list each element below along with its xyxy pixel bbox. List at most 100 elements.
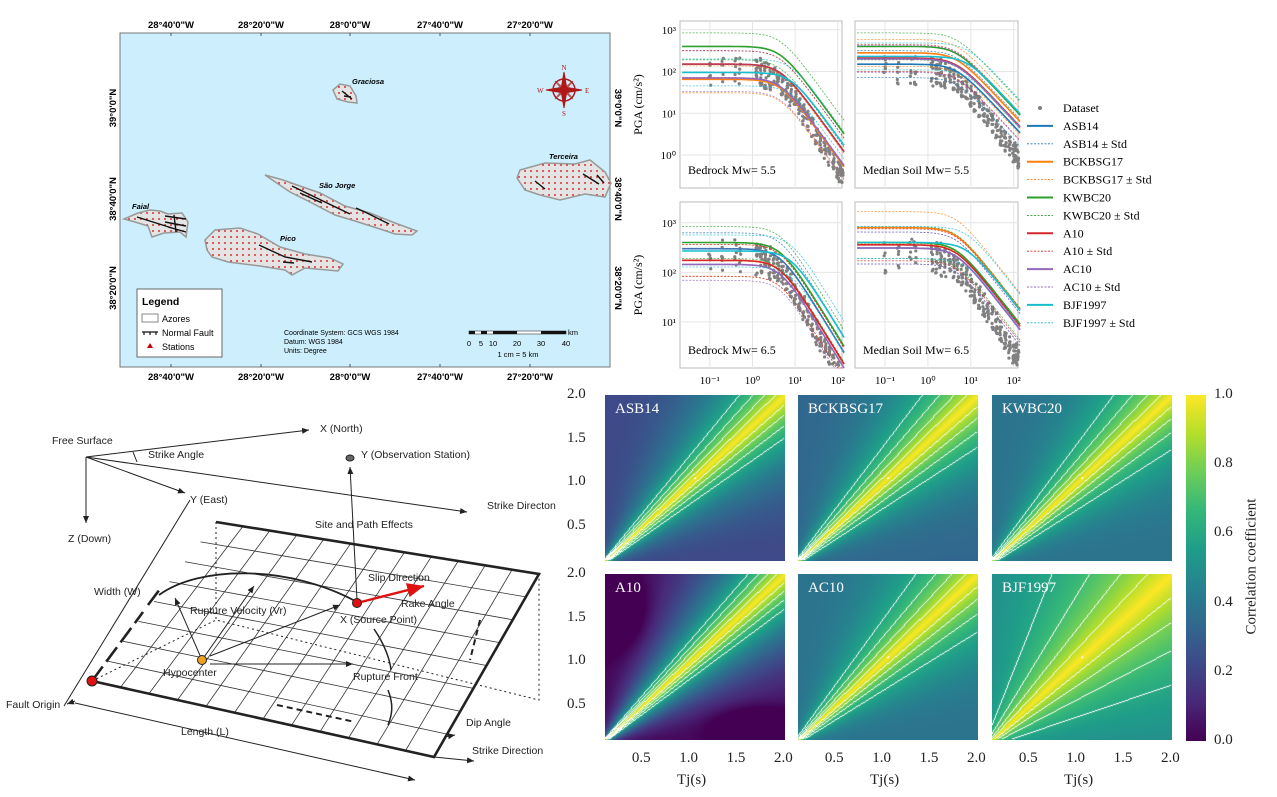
dataset-point bbox=[982, 312, 987, 316]
strike-direction-axis bbox=[85, 456, 468, 514]
longitude-label: 28°20'0"W bbox=[238, 372, 284, 383]
dataset-point bbox=[969, 97, 973, 101]
dataset-point bbox=[982, 119, 986, 123]
dataset-point bbox=[815, 133, 819, 137]
dataset-point bbox=[959, 93, 963, 97]
dataset-point bbox=[737, 82, 741, 86]
dataset-point bbox=[968, 294, 972, 298]
dataset-point bbox=[758, 67, 762, 71]
dataset-point bbox=[781, 78, 785, 83]
dataset-point bbox=[978, 299, 982, 303]
dataset-point bbox=[824, 147, 828, 151]
dataset-point bbox=[968, 289, 972, 293]
dataset-point bbox=[1015, 363, 1019, 367]
island-label: Graciosa bbox=[352, 77, 384, 86]
legend-entry: BJF1997 ± Std bbox=[1063, 316, 1135, 330]
dataset-point bbox=[883, 271, 887, 275]
x-axis-label: Tj(s) bbox=[1064, 772, 1094, 788]
dataset-point bbox=[929, 79, 933, 83]
label-strike-angle: Strike Angle bbox=[148, 449, 204, 461]
dataset-point bbox=[760, 271, 764, 275]
dataset-point bbox=[797, 305, 801, 309]
y-tick-label: 10¹ bbox=[662, 317, 676, 329]
dataset-point bbox=[760, 81, 764, 86]
pga-attenuation-charts: Bedrock Mw= 5.5 10³ 10² 10¹ 10⁰ PGA (cm/s²) Me… bbox=[631, 20, 1022, 387]
dataset-point bbox=[789, 87, 794, 92]
dataset-point bbox=[772, 274, 776, 279]
dataset-point bbox=[818, 143, 822, 147]
dataset-point bbox=[772, 257, 776, 261]
latitude-label: 38°40'0"N bbox=[612, 177, 623, 221]
x-north-axis bbox=[85, 427, 310, 458]
colorbar-tick-label: 0.6 bbox=[1214, 524, 1233, 541]
pga-panel: Bedrock Mw= 6.5 bbox=[679, 201, 845, 369]
dataset-point bbox=[739, 252, 743, 256]
dataset-point bbox=[720, 238, 725, 242]
y-tick-label: 2.0 bbox=[567, 386, 586, 402]
median-curve-kwbc20 bbox=[682, 45, 845, 135]
std-curve-kwbc20 bbox=[682, 226, 845, 331]
heatmap-title: A10 bbox=[615, 580, 641, 596]
dataset-point bbox=[1011, 361, 1015, 365]
dataset-point bbox=[763, 83, 767, 87]
dataset-point bbox=[968, 102, 972, 106]
compass-w: W bbox=[537, 87, 544, 95]
coordinate-info: Units: Degree bbox=[284, 348, 327, 355]
dataset-point bbox=[972, 293, 976, 298]
x-tick-label: 1.0 bbox=[1066, 750, 1085, 766]
dataset-point bbox=[755, 75, 759, 79]
dataset-point bbox=[818, 336, 823, 340]
map-legend: Legend Azores Normal Fault Stations bbox=[136, 288, 223, 358]
dataset-point bbox=[764, 76, 768, 80]
y-tick-label: 10⁰ bbox=[661, 150, 677, 162]
heatmap-title: AC10 bbox=[808, 580, 844, 596]
dataset-point bbox=[972, 290, 977, 294]
x-tick-label: 10¹ bbox=[964, 375, 978, 387]
compass-n: N bbox=[561, 64, 566, 72]
std-curve-asb14 bbox=[857, 50, 1021, 120]
dataset-point bbox=[777, 277, 781, 281]
legend-item: Azores bbox=[162, 314, 191, 324]
heatmap-bckbsg17 bbox=[798, 395, 978, 561]
colorbar-tick-label: 0.0 bbox=[1214, 732, 1233, 748]
dataset-point bbox=[755, 66, 759, 70]
dataset-point bbox=[733, 238, 737, 242]
legend-entry: KWBC20 ± Std bbox=[1063, 208, 1140, 222]
dataset-point bbox=[824, 342, 828, 346]
site-path-arrow bbox=[347, 466, 358, 601]
label-dip-angle: Dip Angle bbox=[466, 717, 511, 729]
dataset-point bbox=[836, 176, 841, 180]
dataset-point bbox=[758, 246, 762, 250]
fault-grid-line bbox=[153, 601, 487, 666]
dataset-point bbox=[929, 250, 933, 255]
dataset-point bbox=[1008, 335, 1012, 339]
rupture-front-line bbox=[373, 628, 392, 671]
dataset-point bbox=[939, 70, 944, 74]
pga-panel: Median Soil Mw= 5.5 bbox=[854, 20, 1021, 189]
dataset-point bbox=[995, 332, 999, 336]
dataset-point bbox=[1008, 146, 1012, 151]
dataset-point bbox=[785, 81, 790, 86]
dataset-point bbox=[964, 90, 968, 94]
dataset-point bbox=[1011, 343, 1015, 347]
dataset-point bbox=[986, 118, 990, 122]
dataset-point bbox=[981, 301, 985, 305]
dataset-point bbox=[964, 96, 968, 100]
dataset-point bbox=[995, 129, 1000, 133]
scale-unit: km bbox=[568, 328, 578, 337]
dataset-point bbox=[721, 80, 725, 84]
dataset-point bbox=[943, 257, 947, 261]
dataset-point bbox=[985, 121, 989, 125]
dataset-point bbox=[819, 150, 823, 154]
legend-entry: AC10 bbox=[1063, 262, 1092, 276]
dataset-point bbox=[797, 111, 801, 116]
dataset-point bbox=[839, 164, 843, 168]
dataset-point bbox=[982, 307, 986, 312]
dataset-point bbox=[908, 74, 912, 78]
dataset-point bbox=[775, 257, 779, 262]
x-tick-label: 10² bbox=[831, 375, 846, 387]
dataset-point bbox=[999, 125, 1003, 129]
std-curve-ac10 bbox=[682, 248, 845, 353]
longitude-label: 28°40'0"W bbox=[148, 372, 194, 383]
fault-rupture-diagram bbox=[63, 427, 542, 782]
